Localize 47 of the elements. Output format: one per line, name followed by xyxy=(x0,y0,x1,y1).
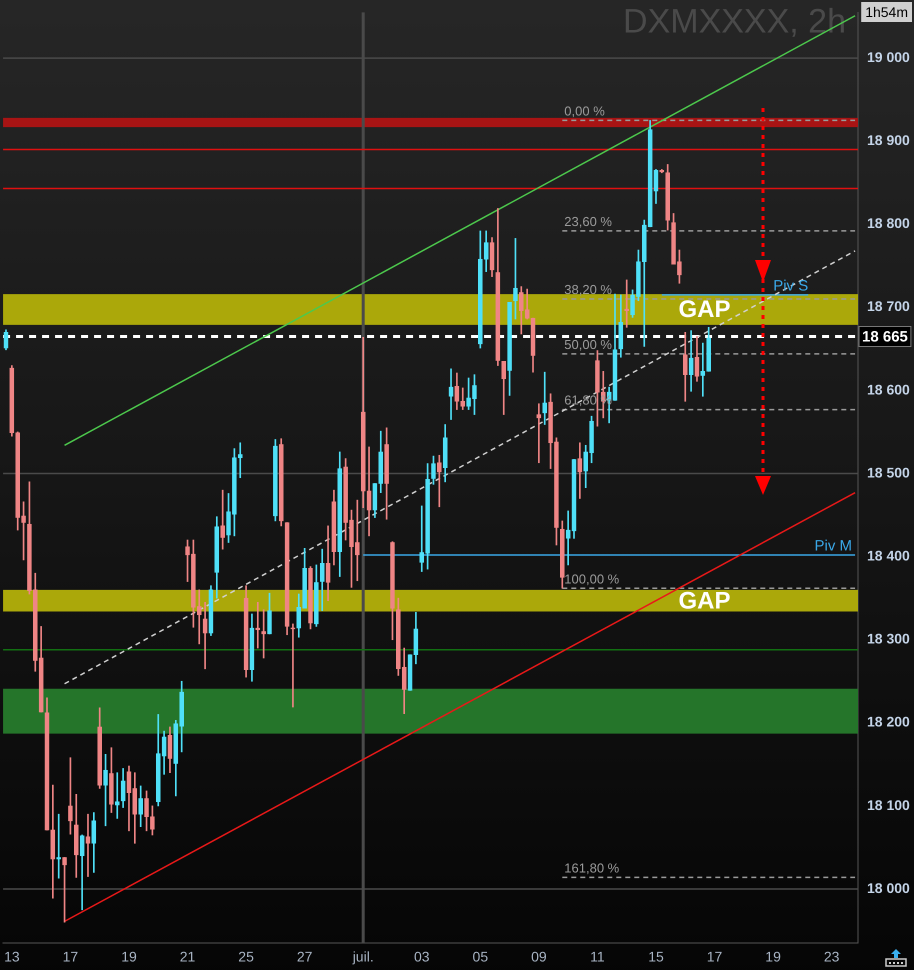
series-label: 23,60 % xyxy=(564,214,612,230)
x-tick-label: juil. xyxy=(352,948,374,964)
band-label: GAP xyxy=(678,587,730,614)
x-tick-label: 09 xyxy=(531,948,547,964)
y-tick-label: 18 400 xyxy=(867,547,910,564)
series-label: 100,00 % xyxy=(564,571,620,586)
x-tick-label: 17 xyxy=(706,948,723,964)
series-label: Piv S xyxy=(773,278,808,295)
y-tick-label: 18 900 xyxy=(867,132,910,148)
candlestick xyxy=(513,238,518,320)
x-tick-label: 19 xyxy=(121,948,137,964)
series-label: 61,80 % xyxy=(564,392,612,408)
candlestick xyxy=(185,540,190,582)
x-tick-label: 13 xyxy=(4,948,20,964)
y-tick-label: 18 100 xyxy=(867,796,910,813)
y-tick-label: 18 500 xyxy=(867,464,910,480)
y-tick-label: 18 700 xyxy=(867,298,910,314)
x-tick-label: 11 xyxy=(590,948,605,964)
y-tick-label: 19 000 xyxy=(867,48,910,65)
series-label: 50,00 % xyxy=(564,336,612,352)
x-tick-label: 17 xyxy=(62,948,78,964)
series-label: 161,80 % xyxy=(564,860,620,876)
candlestick xyxy=(86,814,90,877)
y-tick-label: 18 200 xyxy=(867,714,910,730)
y-tick-label: 18 000 xyxy=(867,880,910,896)
x-tick-label: 05 xyxy=(472,948,488,964)
band-label: GAP xyxy=(678,296,730,324)
candlestick xyxy=(290,624,296,708)
series-label: Piv M xyxy=(814,538,852,555)
y-tick-label: 18 600 xyxy=(867,381,910,398)
candlestick xyxy=(103,754,108,826)
ref-line-label: 18 665 xyxy=(862,328,908,346)
x-tick-label: 21 xyxy=(180,948,196,964)
series-label: 0,00 % xyxy=(564,103,606,118)
x-tick-label: 27 xyxy=(296,948,313,964)
x-tick-label: 19 xyxy=(765,948,782,964)
x-tick-label: 03 xyxy=(414,948,430,964)
text: 1h54m xyxy=(865,4,908,20)
x-tick-label: 15 xyxy=(648,948,664,964)
candlestick xyxy=(448,368,454,420)
series-label: 38,20 % xyxy=(564,282,612,298)
x-tick-label: 25 xyxy=(238,948,254,964)
x-tick-label: 23 xyxy=(824,948,840,964)
candlestick xyxy=(366,446,372,536)
y-tick-label: 18 300 xyxy=(867,630,910,647)
y-tick-label: 18 800 xyxy=(867,215,910,232)
candlestick xyxy=(62,857,67,923)
